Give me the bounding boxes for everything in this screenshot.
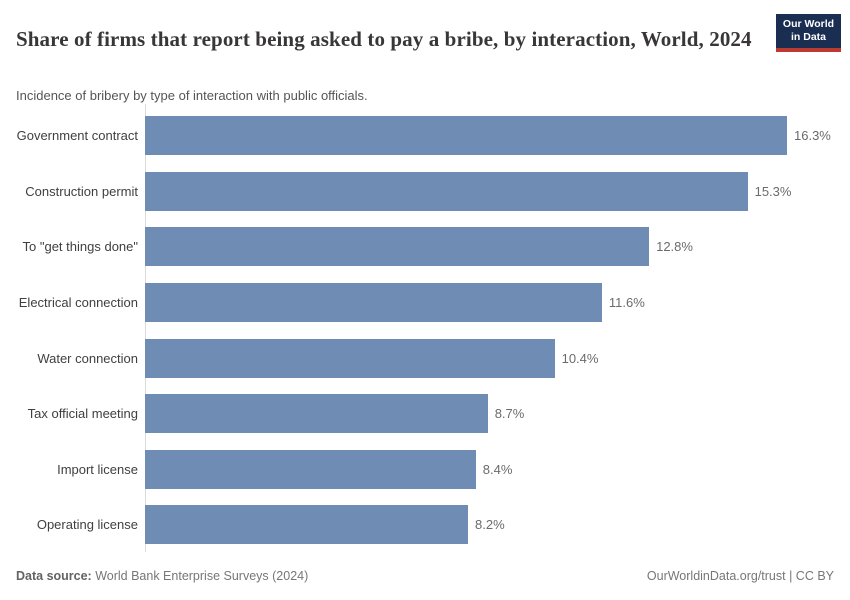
value-label: 16.3% — [794, 128, 831, 144]
bar-area: 8.2% — [145, 505, 850, 545]
chart-subtitle: Incidence of bribery by type of interact… — [16, 88, 368, 103]
value-label: 8.4% — [482, 461, 513, 477]
bar-row: Construction permit 15.3% — [0, 164, 850, 220]
owid-logo-line1: Our World — [782, 18, 835, 30]
value-label: 8.2% — [475, 517, 505, 533]
bar-row: Water connection 10.4% — [0, 330, 850, 386]
bar-row: Government contract 16.3% — [0, 108, 850, 164]
bar-area: 8.4% — [145, 449, 850, 489]
category-label: Government contract — [16, 128, 138, 144]
value-label: 11.6% — [608, 295, 645, 311]
bar-chart: Government contract 16.3% Construction p… — [0, 108, 850, 553]
bar[interactable] — [145, 116, 787, 156]
value-label: 10.4% — [561, 350, 599, 366]
chart-rows: Government contract 16.3% Construction p… — [0, 108, 850, 553]
bar-area: 15.3% — [145, 171, 850, 211]
data-source-value: World Bank Enterprise Surveys (2024) — [91, 569, 309, 583]
category-label: Water connection — [37, 350, 138, 366]
value-label: 12.8% — [656, 239, 693, 255]
bar-row: Import license 8.4% — [0, 442, 850, 498]
bar-area: 11.6% — [145, 283, 850, 323]
value-label: 8.7% — [494, 406, 525, 422]
bar[interactable] — [145, 505, 468, 545]
data-source: Data source: World Bank Enterprise Surve… — [16, 569, 308, 583]
bar-row: Operating license 8.2% — [0, 497, 850, 553]
bar-area: 10.4% — [145, 338, 850, 378]
owid-logo: Our World in Data — [776, 14, 841, 53]
chart-title: Share of firms that report being asked t… — [16, 27, 752, 52]
value-label: 15.3% — [754, 183, 792, 199]
attribution: OurWorldinData.org/trust | CC BY — [646, 569, 834, 583]
category-label: Construction permit — [25, 183, 138, 199]
bar-area: 12.8% — [145, 227, 850, 267]
bar[interactable] — [145, 227, 650, 267]
category-label: Import license — [57, 461, 138, 477]
y-axis-line — [145, 104, 146, 552]
bar-row: Electrical connection 11.6% — [0, 275, 850, 331]
bar[interactable] — [145, 171, 748, 211]
bar-area: 8.7% — [145, 394, 850, 434]
bar-area: 16.3% — [145, 116, 850, 156]
category-label: To "get things done" — [22, 239, 138, 255]
data-source-label: Data source: — [16, 569, 92, 583]
category-label: Operating license — [36, 517, 138, 533]
bar-row: Tax official meeting 8.7% — [0, 386, 850, 442]
category-label: Electrical connection — [18, 295, 138, 311]
category-label: Tax official meeting — [27, 406, 138, 422]
bar-row: To "get things done" 12.8% — [0, 219, 850, 275]
bar[interactable] — [145, 283, 602, 323]
chart-footer: Data source: World Bank Enterprise Surve… — [16, 569, 834, 583]
bar[interactable] — [145, 394, 488, 434]
owid-logo-line2: in Data — [790, 31, 826, 44]
bar[interactable] — [145, 338, 555, 378]
bar[interactable] — [145, 449, 476, 489]
